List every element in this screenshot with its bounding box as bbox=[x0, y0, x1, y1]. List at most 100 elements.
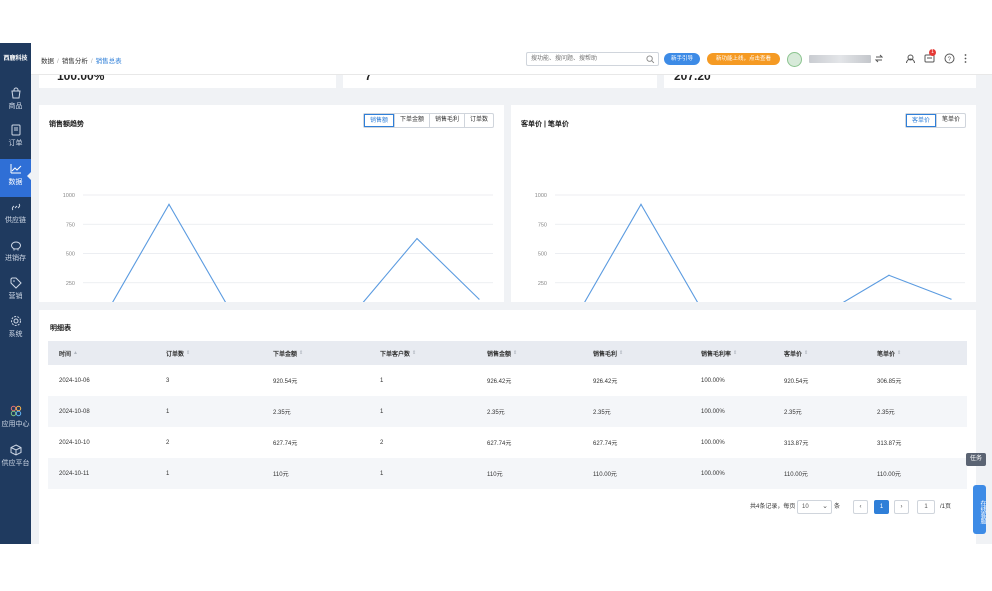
column-header[interactable]: 销售毛利 ⇕ bbox=[593, 350, 624, 358]
top-bar: 数据/销售分析/销售总表 新手引导 新功能上线，点击查看 1 ? bbox=[31, 43, 992, 75]
column-header[interactable]: 时间 ▲ bbox=[59, 350, 78, 358]
column-header[interactable]: 下单客户数 ⇕ bbox=[380, 350, 417, 358]
tab-sales-amount[interactable]: 销售额 bbox=[363, 114, 394, 127]
column-header[interactable]: 销售毛利率 ⇕ bbox=[701, 350, 738, 358]
table-cell: 2024-10-10 bbox=[59, 439, 90, 446]
column-header[interactable]: 笔单价 ⇕ bbox=[877, 350, 902, 358]
tasks-button[interactable]: 任务 bbox=[966, 453, 986, 466]
data-point[interactable] bbox=[478, 298, 480, 300]
data-point[interactable] bbox=[888, 274, 890, 276]
notification-badge: 1 bbox=[929, 49, 936, 56]
table-cell: 306.85元 bbox=[877, 379, 902, 385]
piggy-bank-icon bbox=[10, 241, 21, 251]
y-tick-label: 500 bbox=[538, 252, 547, 258]
sidebar-item-orders[interactable]: 订单 bbox=[0, 120, 31, 158]
prev-page-button[interactable]: ‹ bbox=[853, 500, 868, 514]
new-feature-button[interactable]: 新功能上线，点击查看 bbox=[707, 53, 780, 65]
sidebar-item-system[interactable]: 系统 bbox=[0, 311, 31, 349]
tab-gross-profit[interactable]: 销售毛利 bbox=[428, 114, 464, 127]
search-input[interactable] bbox=[527, 53, 637, 65]
tab-order-price[interactable]: 笔单价 bbox=[935, 114, 965, 127]
sidebar-item-products[interactable]: 商品 bbox=[0, 83, 31, 121]
table-title: 明细表 bbox=[50, 325, 71, 332]
summary-card: 100.00% bbox=[39, 75, 336, 88]
document-icon bbox=[11, 124, 20, 136]
table-cell: 2024-10-08 bbox=[59, 408, 90, 415]
search-box[interactable] bbox=[526, 52, 659, 66]
table-cell: 926.42元 bbox=[593, 379, 618, 385]
table-cell: 100.00% bbox=[701, 439, 725, 446]
tab-order-amount[interactable]: 下单金额 bbox=[393, 114, 429, 127]
user-name-blurred[interactable] bbox=[809, 55, 871, 63]
table-cell: 313.87元 bbox=[877, 441, 902, 447]
y-tick-label: 1000 bbox=[535, 193, 547, 199]
switch-icon[interactable] bbox=[875, 54, 883, 63]
y-tick-label: 750 bbox=[66, 222, 75, 228]
sidebar-item-label: 供应平台 bbox=[1, 460, 30, 467]
data-point[interactable] bbox=[168, 203, 170, 205]
more-icon[interactable] bbox=[960, 53, 971, 64]
sidebar-item-label: 应用中心 bbox=[1, 421, 30, 428]
sidebar: 西鹿科技 商品 订单 数据 供应链 进销存 营销 系统 bbox=[0, 43, 31, 544]
chart-line-icon bbox=[10, 164, 21, 174]
data-point[interactable] bbox=[640, 203, 642, 205]
page-size-unit: 条 bbox=[834, 504, 841, 510]
y-tick-label: 500 bbox=[66, 252, 75, 258]
table-cell: 2.35元 bbox=[784, 410, 802, 416]
avatar[interactable] bbox=[787, 52, 802, 67]
data-point[interactable] bbox=[950, 298, 952, 300]
sidebar-item-supply-platform[interactable]: 供应平台 bbox=[0, 440, 31, 478]
tab-order-count[interactable]: 订单数 bbox=[463, 114, 493, 127]
column-header[interactable]: 销售金额 ⇕ bbox=[487, 350, 518, 358]
tab-customer-price[interactable]: 客单价 bbox=[905, 114, 936, 127]
table-cell: 2 bbox=[166, 439, 170, 446]
table-cell: 1 bbox=[380, 470, 384, 477]
help-icon[interactable]: ? bbox=[944, 53, 955, 64]
sidebar-item-data[interactable]: 数据 bbox=[0, 159, 31, 197]
y-tick-label: 250 bbox=[66, 281, 75, 287]
table-cell: 2024-10-11 bbox=[59, 470, 90, 477]
app-frame: 西鹿科技 商品 订单 数据 供应链 进销存 营销 系统 bbox=[0, 43, 992, 544]
customer-service-icon[interactable] bbox=[905, 53, 916, 64]
page-size-select[interactable]: 10 ⌄ bbox=[797, 500, 832, 514]
total-pages: /1页 bbox=[940, 504, 952, 510]
goto-page-input[interactable]: 1 bbox=[917, 500, 935, 514]
table-cell: 920.54元 bbox=[273, 379, 298, 385]
summary-card: 7 bbox=[343, 75, 657, 88]
table-cell: 2 bbox=[380, 439, 384, 446]
breadcrumb-item[interactable]: 销售分析 bbox=[61, 58, 88, 65]
online-service-button[interactable]: 在线客服 bbox=[973, 485, 986, 534]
breadcrumb-item[interactable]: 数据 bbox=[41, 58, 54, 65]
sidebar-item-supply-chain[interactable]: 供应链 bbox=[0, 197, 31, 235]
table-row: 2024-10-10 2 627.74元 2 627.74元 627.74元 100.00%… bbox=[48, 427, 967, 458]
data-point[interactable] bbox=[416, 237, 418, 240]
search-icon[interactable] bbox=[646, 55, 655, 64]
table-header-row: 时间 ▲ 订单数 ⇕ 下单金额 ⇕ 下单客户数 ⇕ 销售金额 ⇕ 销售毛利 ⇕ 销售毛利率 ⇕… bbox=[48, 341, 967, 365]
sidebar-item-inventory[interactable]: 进销存 bbox=[0, 235, 31, 273]
sales-trend-panel: 销售额趋势 销售额 下单金额 销售毛利 订单数 0250500750100020… bbox=[39, 105, 504, 302]
page-number-button[interactable]: 1 bbox=[874, 500, 889, 514]
y-tick-label: 1000 bbox=[63, 193, 75, 199]
table-cell: 3 bbox=[166, 377, 170, 384]
table-cell: 627.74元 bbox=[273, 441, 298, 447]
sidebar-item-label: 进销存 bbox=[5, 255, 26, 262]
column-header[interactable]: 订单数 ⇕ bbox=[166, 350, 191, 358]
sidebar-item-label: 数据 bbox=[8, 179, 23, 186]
next-page-button[interactable]: › bbox=[894, 500, 909, 514]
summary-value: 7 bbox=[365, 75, 372, 83]
y-tick-label: 250 bbox=[538, 281, 547, 287]
table-cell: 2024-10-06 bbox=[59, 377, 90, 384]
table-cell: 2.35元 bbox=[273, 410, 291, 416]
table-cell: 1 bbox=[166, 408, 170, 415]
sidebar-item-marketing[interactable]: 营销 bbox=[0, 273, 31, 311]
column-header[interactable]: 客单价 ⇕ bbox=[784, 350, 809, 358]
sidebar-item-app-center[interactable]: 应用中心 bbox=[0, 401, 31, 439]
logo: 西鹿科技 bbox=[3, 56, 28, 62]
guide-button[interactable]: 新手引导 bbox=[664, 53, 700, 65]
bag-icon bbox=[10, 87, 21, 99]
column-header[interactable]: 下单金额 ⇕ bbox=[273, 350, 304, 358]
table-row: 2024-10-06 3 920.54元 1 926.42元 926.42元 100.00%… bbox=[48, 365, 967, 396]
table-cell: 110元 bbox=[487, 472, 503, 478]
summary-value: 100.00% bbox=[57, 75, 105, 83]
sales-trend-chart: 025050075010002024-10-052024-10-062024-1… bbox=[63, 193, 493, 302]
